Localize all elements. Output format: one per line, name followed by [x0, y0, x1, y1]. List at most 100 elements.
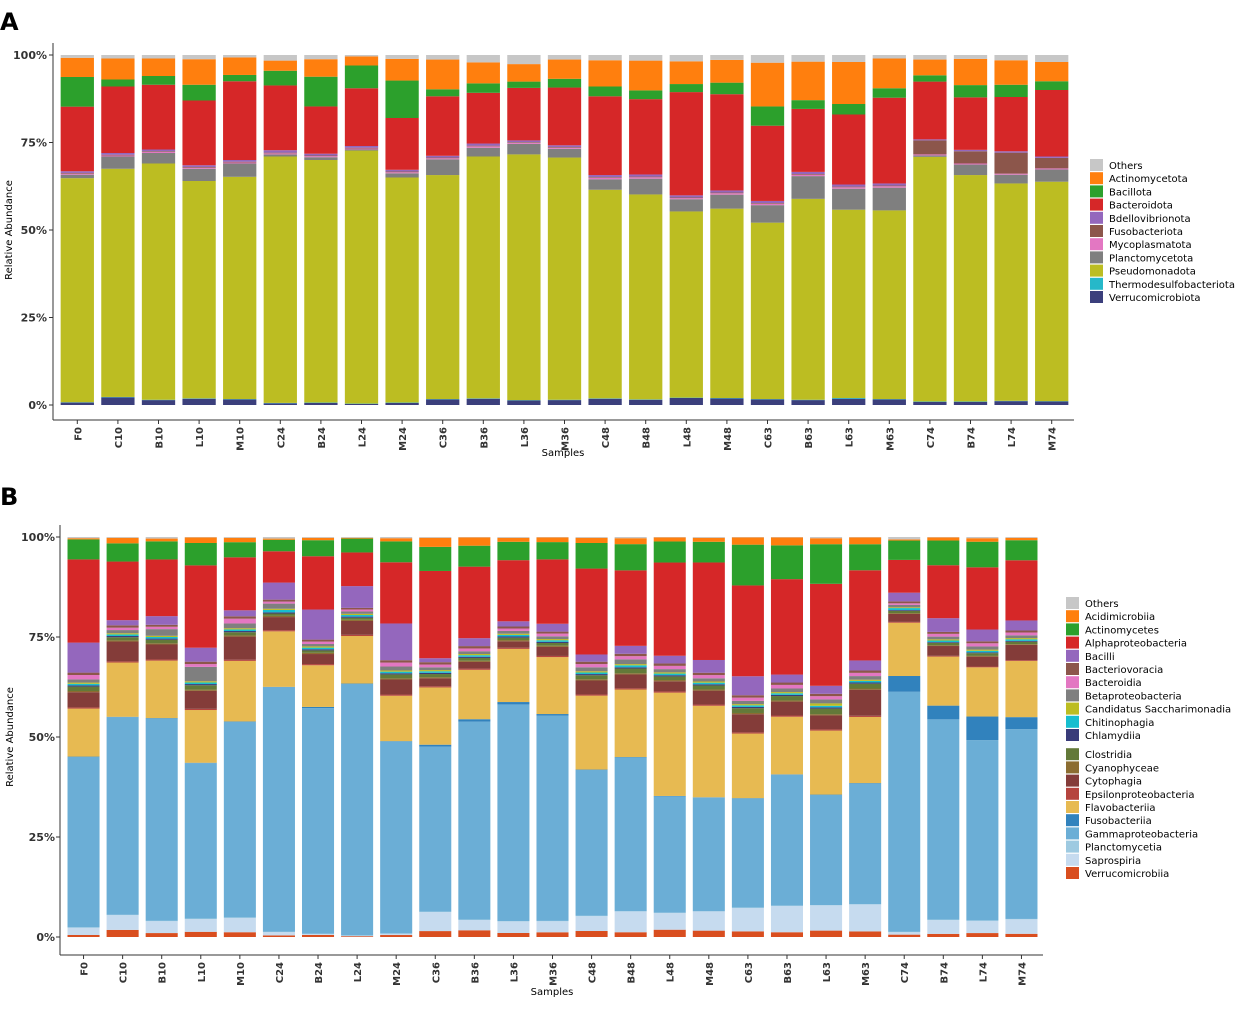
panel-a-x-tick-label-c10: C10: [114, 427, 125, 448]
panel-b-bar-segment-m36-candidatus-saccharimonadia: [536, 639, 569, 641]
panel-b-legend-swatch-planctomycetia: [1066, 840, 1079, 853]
panel-a-bar-segment-m63-bdellovibrionota: [872, 183, 906, 186]
panel-b-bar-segment-c10-cyanophyceae: [106, 640, 139, 642]
panel-a-y-axis-title: Relative Abundance: [4, 180, 15, 280]
panel-a-bar-segment-f0-planctomycetota: [60, 174, 94, 179]
panel-a-bar-segment-c48-fusobacteriota: [588, 177, 622, 178]
panel-b-bar-segment-m36-actinomycetes: [536, 542, 569, 560]
panel-b-bar-segment-m36-saprospiria: [536, 921, 569, 933]
panel-a-bar-segment-l63-actinomycetota: [832, 62, 866, 104]
panel-a-bar-segment-l63-bacillota: [832, 104, 866, 115]
panel-a-bar-segment-b10-bacteroidota: [141, 84, 176, 150]
panel-b-legend-swatch-chlamydiia: [1066, 729, 1079, 741]
panel-a-bar-segment-l74-bdellovibrionota: [994, 151, 1028, 153]
panel-b-bar-segment-l24-alphaproteobacteria: [341, 552, 374, 587]
panel-b-bar-segment-m63-flavobacteriia: [849, 716, 882, 784]
panel-a-bar-segment-m24-others: [385, 55, 419, 59]
panel-b-bar-segment-b74-bacteriovoracia: [927, 631, 960, 634]
panel-a-bar-segment-c48-verrucomicrobiota: [588, 398, 622, 405]
panel-b-bar-segment-m48-cyanophyceae: [692, 689, 725, 691]
panel-b-bar-segment-c74-clostridia: [888, 610, 921, 614]
panel-a-bar-segment-c63-planctomycetota: [750, 205, 785, 223]
panel-a-bar-segment-l74-bacteroidota: [994, 97, 1028, 152]
panel-b-bar-segment-l36-cyanophyceae: [497, 640, 530, 642]
panel-a-bar-segment-c36-bdellovibrionota: [426, 155, 460, 158]
panel-a-bar-segment-l10-others: [182, 55, 216, 60]
panel-b-bar-segment-b63-bacteroidia: [770, 684, 804, 689]
panel-b-bar-segment-l36-clostridia: [497, 637, 530, 641]
panel-b-bar-segment-c36-chitinophagia: [419, 671, 452, 673]
panel-a-bar-segment-f0-actinomycetota: [60, 57, 94, 77]
panel-b-bar-segment-c24-bacteriovoracia: [262, 599, 295, 602]
panel-b-bar-segment-l10-gammaproteobacteria: [184, 763, 217, 919]
panel-b-bar-segment-m74-saprospiria: [1005, 919, 1038, 934]
panel-b-bar-segment-c24-flavobacteriia: [262, 631, 295, 687]
panel-a-bar-segment-m36-fusobacteriota: [547, 147, 582, 148]
panel-b-bar-segment-f0-actinomycetes: [67, 539, 100, 560]
panel-a-bar-segment-b63-bdellovibrionota: [791, 171, 825, 174]
panel-b-bar-segment-f0-acidimicrobiia: [67, 538, 100, 540]
panel-b-bar-segment-m63-betaproteobacteria: [849, 676, 882, 680]
panel-a-bar-segment-m74-mycoplasmatota: [1035, 168, 1069, 170]
panel-b-bar-segment-c48-bacilli: [575, 654, 608, 662]
panel-a-bar-segment-m36-bacteroidota: [547, 87, 582, 146]
panel-b-bar-segment-c48-cyanophyceae: [575, 679, 608, 681]
panel-b-y-tick-label: 50%: [29, 731, 55, 744]
panel-b-bar-segment-l74-gammaproteobacteria: [966, 740, 999, 921]
panel-b-legend-swatch-verrucomicrobiia: [1066, 867, 1079, 879]
panel-a-bar-segment-m36-pseudomonadota: [547, 157, 582, 400]
panel-a-bar-segment-l63-planctomycetota: [832, 188, 866, 210]
panel-b-bar-segment-m48-candidatus-saccharimonadia: [692, 681, 725, 683]
panel-b-legend-label-others: Others: [1085, 599, 1119, 610]
panel-a-bar-segment-m63-bacteroidota: [872, 97, 906, 184]
panel-a-bar-segment-m63-verrucomicrobiota: [872, 399, 906, 405]
panel-b-x-tick-label-b48: B48: [627, 962, 638, 984]
panel-b-bar-segment-l48-chlamydiia: [653, 675, 686, 677]
panel-b-bar-segment-c10-clostridia: [106, 637, 139, 641]
panel-b-bar-segment-b36-bacilli: [458, 638, 491, 647]
panel-b-bar-segment-m74-gammaproteobacteria: [1005, 729, 1038, 919]
panel-b-bar-segment-m10-chitinophagia: [223, 629, 256, 632]
panel-a-bar-segment-m10-others: [223, 55, 257, 58]
panel-b-bar-segment-b24-flavobacteriia: [301, 665, 335, 707]
panel-a-bar-segment-f0-bdellovibrionota: [60, 171, 94, 173]
panel-b-bar-segment-c10-chitinophagia: [106, 634, 139, 637]
panel-b-bar-segment-l24-candidatus-saccharimonadia: [341, 613, 374, 616]
panel-b-bar-segment-c10-cytophagia: [106, 641, 139, 662]
panel-a-bar-segment-c10-verrucomicrobiota: [101, 397, 135, 405]
panel-a-legend-swatch-verrucomicrobiota: [1090, 291, 1103, 303]
panel-a-legend-swatch-others: [1090, 159, 1103, 171]
panel-b-y-tick-label: 25%: [29, 831, 55, 844]
panel-b-bar-segment-c48-epsilonproteobacteria: [575, 694, 608, 696]
panel-b-bar-segment-m10-bacilli: [223, 610, 256, 617]
panel-b-bar-segment-f0-cyanophyceae: [67, 691, 100, 693]
panel-a-bar-segment-l48-others: [669, 55, 703, 62]
chart-panel-a: 0% 25% 50% 75% 100% F0 C10 B10 L10 M10 C24 B24 L24 M2…: [4, 43, 1235, 459]
panel-b-bar-segment-m24-gammaproteobacteria: [380, 741, 413, 934]
panel-label-b: B: [0, 483, 18, 511]
panel-b-legend-swatch-clostridia: [1066, 748, 1079, 761]
panel-a-bar-segment-m10-fusobacteriota: [223, 161, 257, 163]
panel-b-bar-segment-m36-clostridia: [536, 642, 569, 646]
panel-b-legend-swatch-bacteroidia: [1066, 676, 1079, 689]
panel-a-bar-segment-m74-actinomycetota: [1035, 62, 1069, 82]
panel-b-bar-segment-m24-flavobacteriia: [380, 695, 413, 742]
panel-b-bar-segment-m63-cyanophyceae: [849, 688, 882, 690]
panel-b-bar-segment-m10-alphaproteobacteria: [223, 557, 256, 611]
panel-b-legend-label-saprospiria: Saprospiria: [1085, 856, 1141, 867]
panel-b-bar-segment-c36-candidatus-saccharimonadia: [419, 670, 452, 672]
panel-a-bar-segment-m74-others: [1035, 55, 1069, 62]
panel-b-bar-segment-m74-cytophagia: [1005, 644, 1038, 661]
panel-b-bar-segment-l63-bacilli: [810, 685, 843, 694]
panel-b-bar-segment-c10-acidimicrobiia: [106, 537, 139, 544]
panel-b-bar-segment-l36-others: [497, 537, 530, 538]
panel-b-bar-segment-b24-others: [301, 537, 335, 538]
panel-b-bar-segment-c48-bacteriovoracia: [575, 661, 608, 665]
panel-a-bar-segment-b24-planctomycetota: [304, 157, 338, 160]
panel-b-bar-segment-b48-alphaproteobacteria: [614, 570, 647, 646]
panel-a-bar-segment-c63-others: [750, 55, 785, 63]
panel-b-bar-segment-l48-alphaproteobacteria: [653, 562, 686, 656]
panel-b-bar-segment-b74-candidatus-saccharimonadia: [927, 639, 960, 641]
panel-b-bar-segment-l10-bacteriovoracia: [184, 661, 217, 665]
panel-a-bar-segment-m10-pseudomonadota: [223, 176, 257, 400]
